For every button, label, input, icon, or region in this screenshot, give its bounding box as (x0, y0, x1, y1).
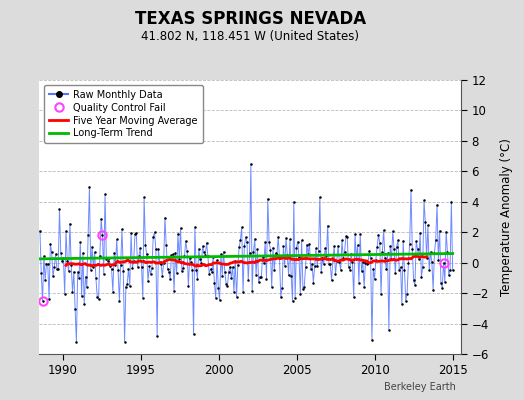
Legend: Raw Monthly Data, Quality Control Fail, Five Year Moving Average, Long-Term Tren: Raw Monthly Data, Quality Control Fail, … (44, 85, 203, 143)
Y-axis label: Temperature Anomaly (°C): Temperature Anomaly (°C) (500, 138, 513, 296)
Text: TEXAS SPRINGS NEVADA: TEXAS SPRINGS NEVADA (135, 10, 366, 28)
Text: Berkeley Earth: Berkeley Earth (384, 382, 456, 392)
Text: 41.802 N, 118.451 W (United States): 41.802 N, 118.451 W (United States) (141, 30, 359, 43)
